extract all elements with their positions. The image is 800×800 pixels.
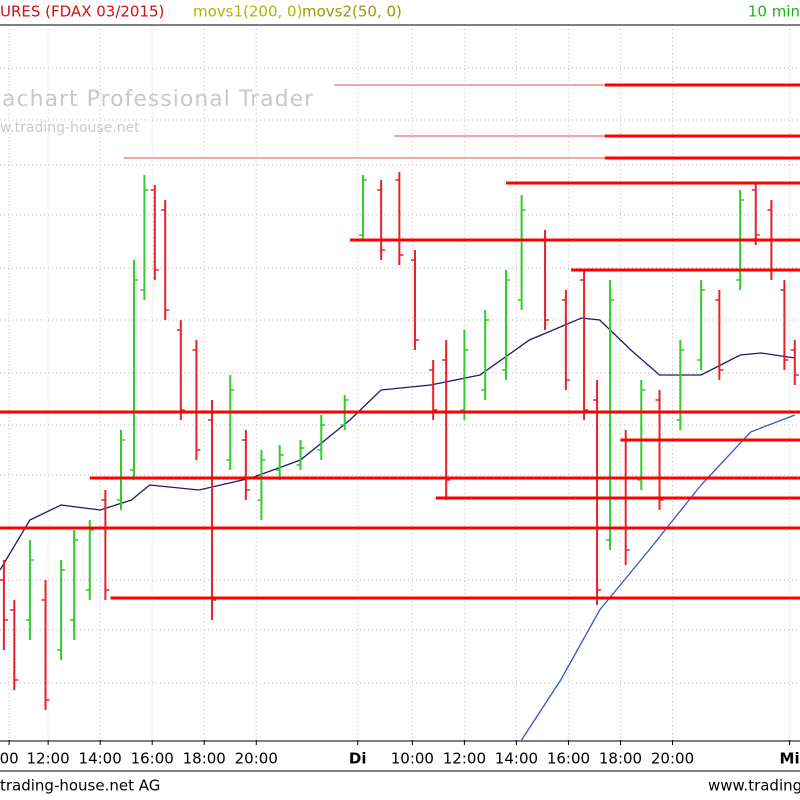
x-tick-label: Di [349,750,367,768]
interval-label: 10 min [748,3,800,21]
x-tick-label: 20:00 [235,750,278,768]
moving-average-line [521,414,796,741]
x-tick-label: 18:00 [599,750,642,768]
plot-area [0,25,800,741]
x-tick-label: 16:00 [131,750,174,768]
indicator-label: movs2(50, 0) [302,3,402,21]
x-tick-label: 00 [0,750,19,768]
watermark: w.trading-house.net [0,120,140,136]
x-tick-label: 14:00 [495,750,538,768]
chart-title: URES (FDAX 03/2015) [0,3,164,21]
x-tick-label: 16:00 [547,750,590,768]
x-tick-label: 12:00 [443,750,486,768]
footer-text: www.trading [708,777,800,795]
watermark: achart Professional Trader [2,87,314,112]
x-tick-label: 12:00 [27,750,70,768]
x-tick-label: 10:00 [391,750,434,768]
x-tick-label: 20:00 [651,750,694,768]
x-tick-label: 14:00 [79,750,122,768]
footer-text: trading-house.net AG [0,777,160,795]
x-tick-label: 18:00 [183,750,226,768]
x-tick-label: Mi [780,750,800,768]
indicator-label: movs1(200, 0) [193,3,302,21]
